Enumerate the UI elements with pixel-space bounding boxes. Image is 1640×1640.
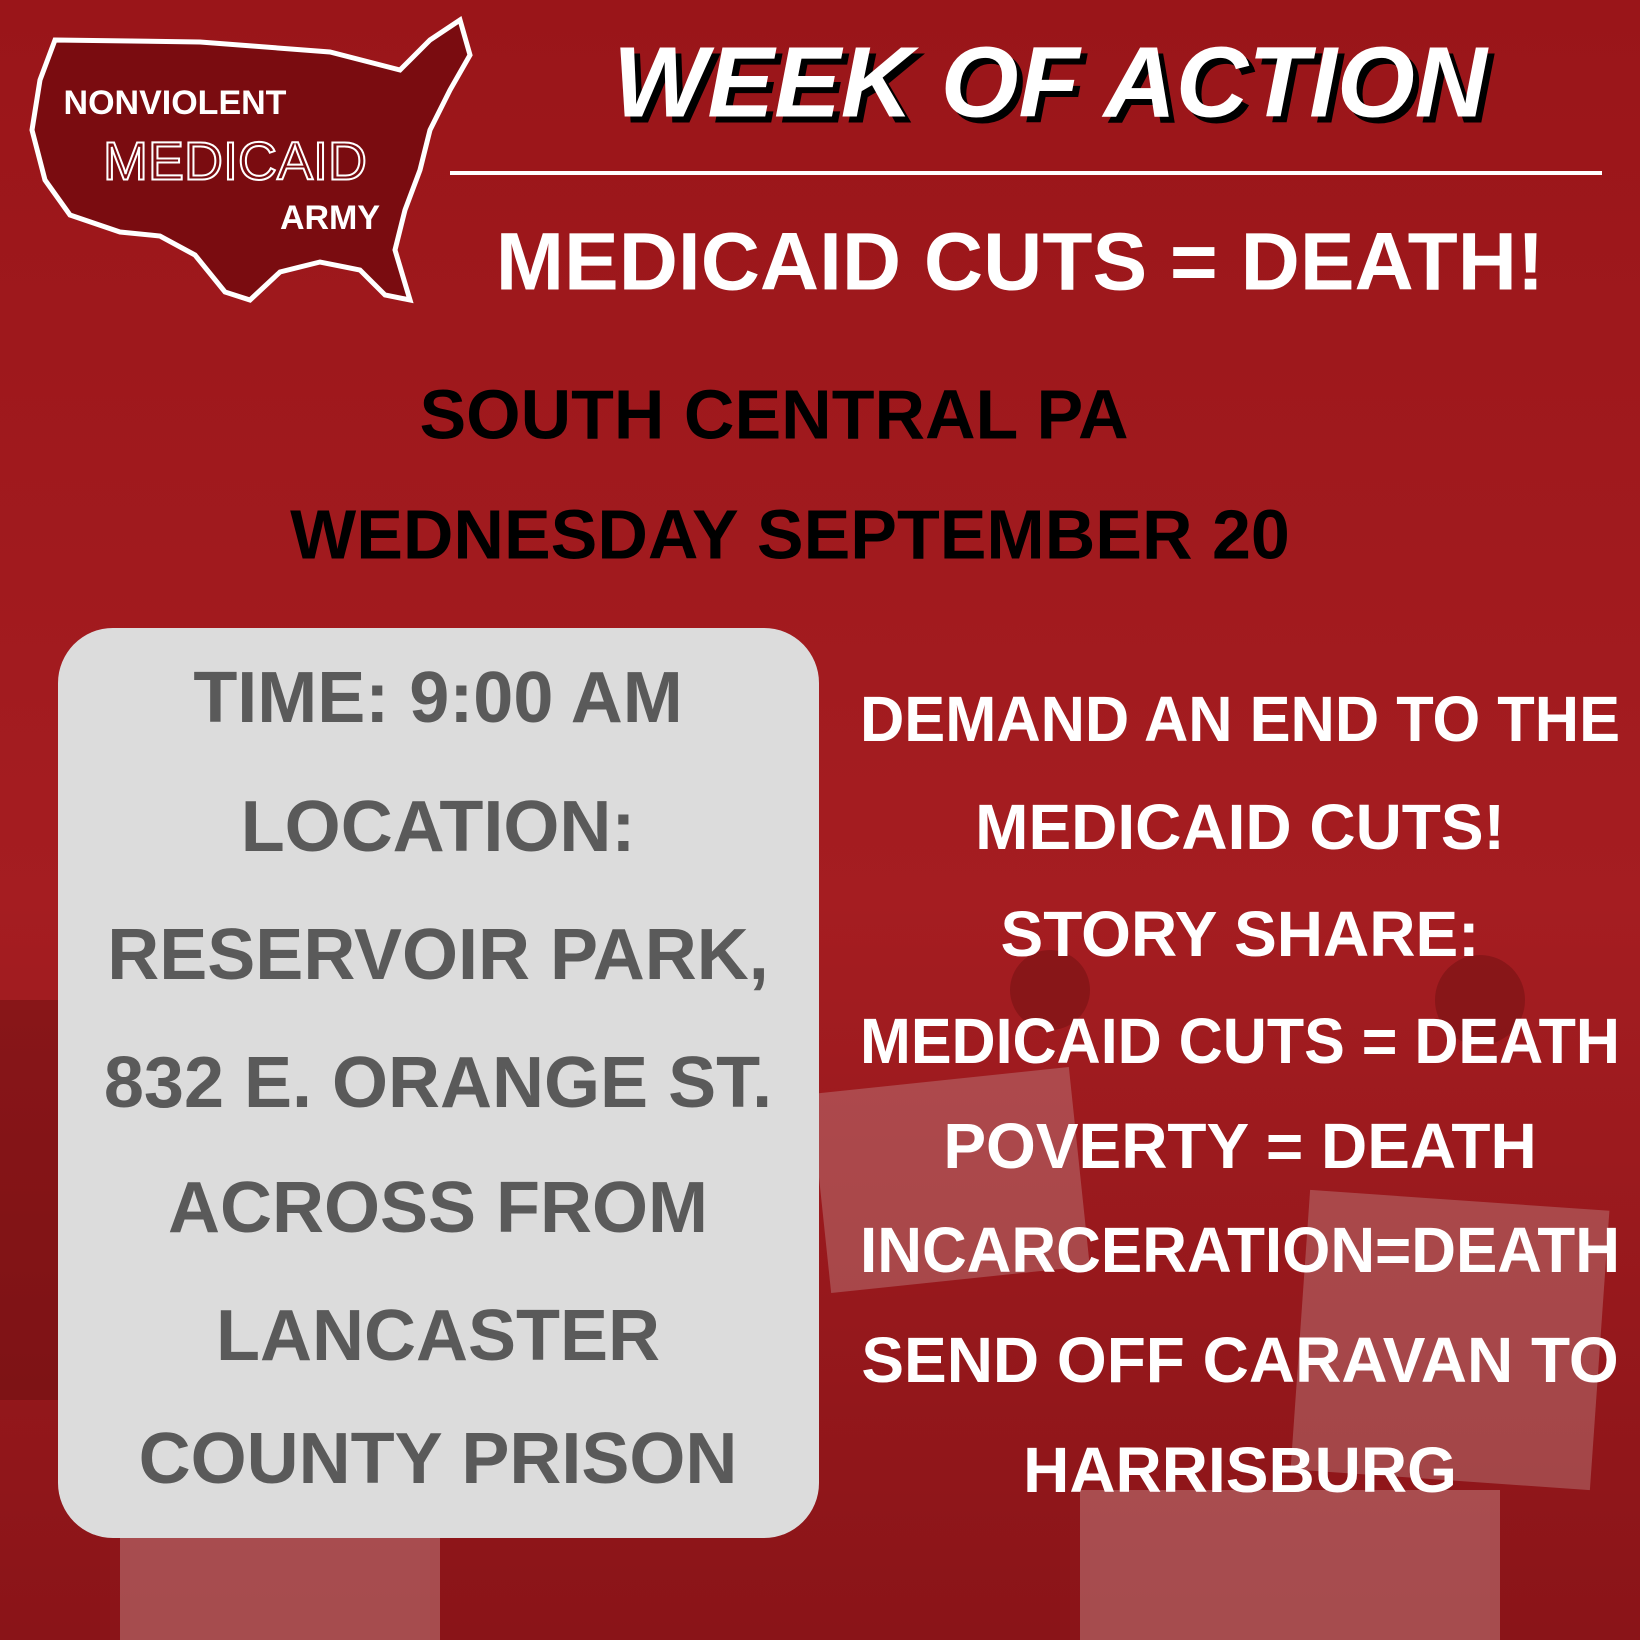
agenda-line: DEMAND AN END TO THE [860,683,1620,755]
subtitle: MEDICAID CUTS = DEATH! [496,217,1545,308]
region: SOUTH CENTRAL PA [419,375,1128,453]
agenda-line: MEDICAID CUTS! [975,791,1505,863]
detail-line: TIME: 9:00 AM [193,658,682,738]
title: WEEK OF ACTION [613,26,1489,138]
crowd-photo [0,950,1610,1640]
agenda-line: STORY SHARE: [1001,898,1480,970]
date: WEDNESDAY SEPTEMBER 20 [290,495,1290,573]
agenda-line: MEDICAID CUTS = DEATH [860,1005,1620,1077]
logo-text: ARMY [280,199,380,237]
agenda-line: INCARCERATION=DEATH [860,1214,1620,1286]
agenda-line: POVERTY = DEATH [943,1110,1536,1182]
detail-line: RESERVOIR PARK, [107,915,768,995]
detail-line: COUNTY PRISON [139,1419,738,1499]
logo-text: MEDICAID [103,131,367,191]
detail-line: LOCATION: [241,787,636,867]
agenda-line: SEND OFF CARAVAN TO [861,1324,1618,1396]
details: TIME: 9:00 AM LOCATION: RESERVOIR PARK, 832… [104,658,772,1499]
detail-line: ACROSS FROM [168,1168,708,1248]
detail-line: 832 E. ORANGE ST. [104,1043,772,1123]
details-box [58,628,819,1538]
detail-line: LANCASTER [216,1296,660,1376]
logo-map [29,16,473,304]
logo-text: NONVIOLENT [64,84,287,122]
agenda: DEMAND AN END TO THE MEDICAID CUTS! STORY … [860,683,1620,1506]
agenda-line: HARRISBURG [1023,1434,1457,1506]
title-shadow: WEEK OF ACTION [619,32,1495,144]
